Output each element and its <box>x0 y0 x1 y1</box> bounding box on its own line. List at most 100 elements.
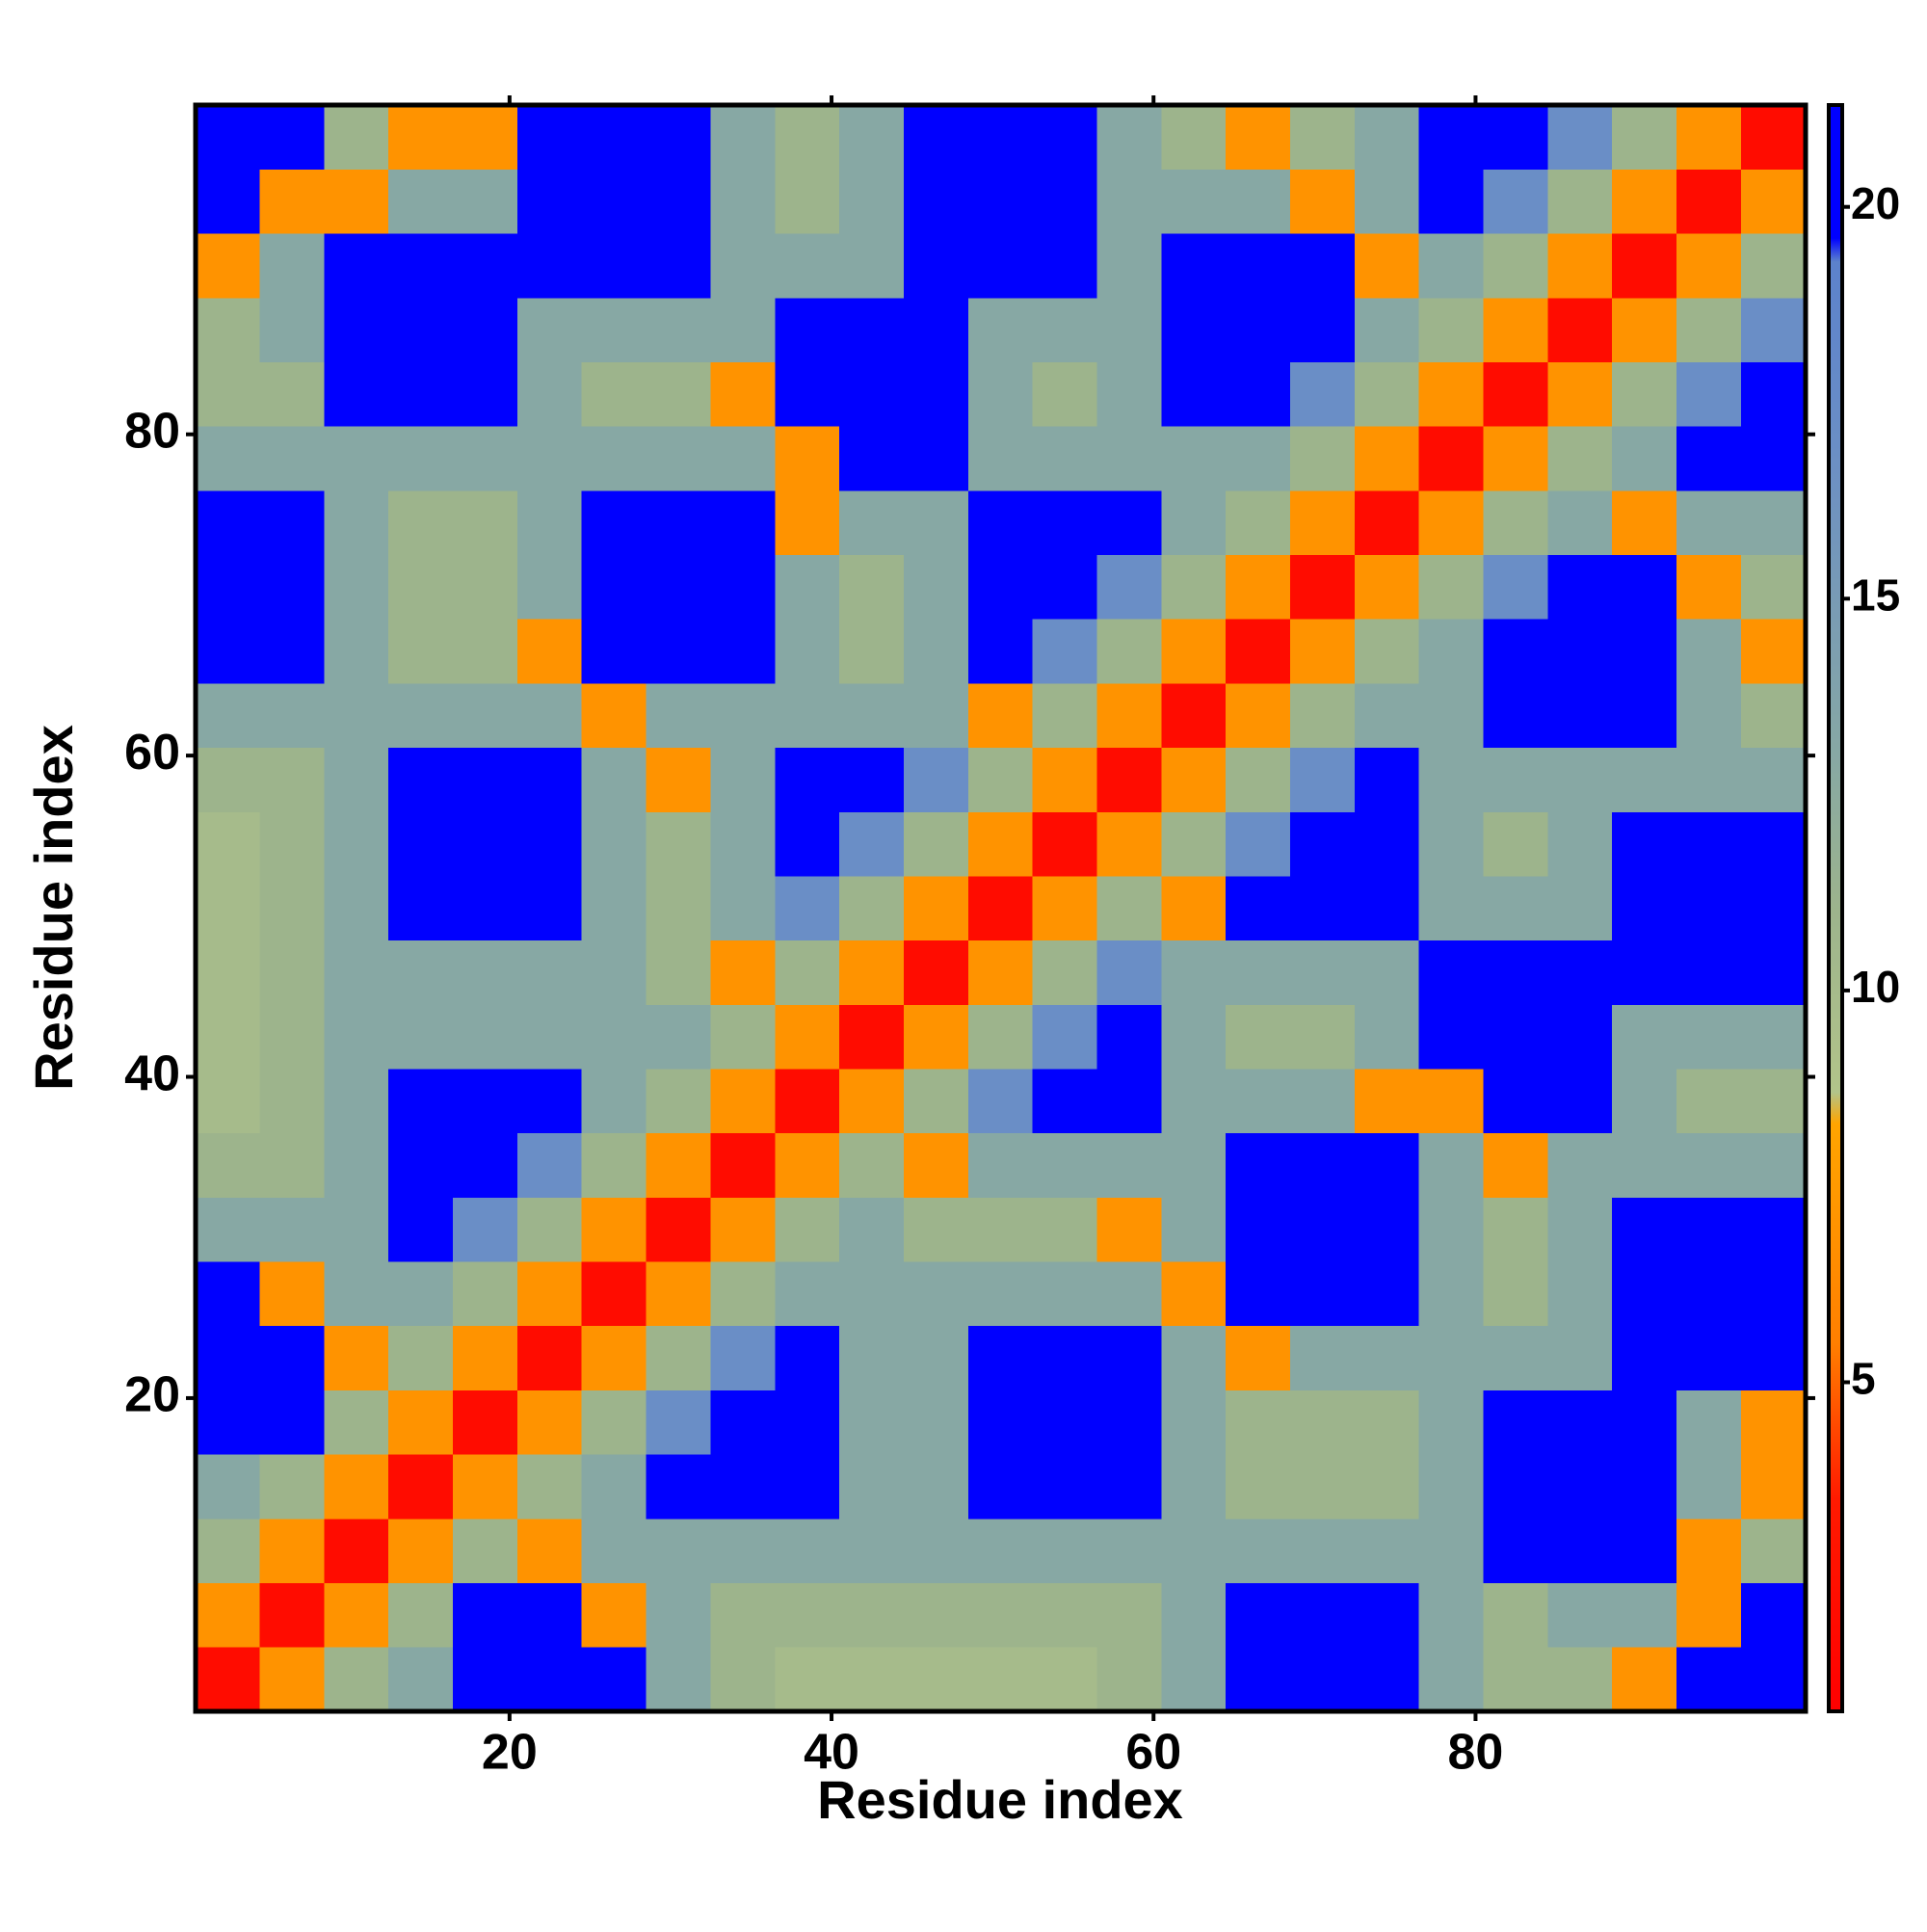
heatmap-cell <box>1740 1197 1807 1262</box>
heatmap-cell <box>646 1132 712 1198</box>
heatmap-cell <box>259 1389 325 1455</box>
heatmap-cell <box>259 1453 325 1520</box>
heatmap-cell <box>1096 1068 1162 1134</box>
heatmap-cell <box>581 1068 647 1134</box>
heatmap-cell <box>516 619 583 684</box>
heatmap-cell <box>1547 1132 1613 1198</box>
heatmap-cell <box>516 297 583 363</box>
heatmap-cell <box>1483 1197 1548 1262</box>
heatmap-cell <box>324 682 389 749</box>
heatmap-cell <box>1161 1197 1227 1262</box>
heatmap-cell <box>1289 104 1356 170</box>
heatmap-cell <box>581 940 647 1005</box>
x-axis-label: Residue index <box>817 1769 1183 1830</box>
heatmap-cell <box>516 747 583 812</box>
heatmap-cell <box>1226 1325 1291 1390</box>
heatmap-cell <box>195 554 261 620</box>
heatmap-cell <box>1226 747 1291 812</box>
heatmap-cell <box>388 747 454 812</box>
heatmap-cell <box>839 1453 905 1520</box>
heatmap-cell <box>646 554 712 620</box>
y-axis-label: Residue index <box>23 725 84 1091</box>
heatmap-cells <box>195 104 1807 1712</box>
heatmap-cell <box>1226 1004 1291 1070</box>
heatmap-cell <box>195 875 261 941</box>
colorbar-tick-label: 10 <box>1851 962 1900 1012</box>
heatmap-cell <box>259 1197 325 1262</box>
heatmap-cell <box>1161 940 1227 1005</box>
heatmap-cell <box>1226 940 1291 1005</box>
heatmap-cell <box>1418 1004 1485 1070</box>
heatmap-cell <box>516 682 583 749</box>
heatmap-cell <box>646 875 712 941</box>
heatmap-cell <box>1740 426 1807 491</box>
heatmap-cell <box>388 619 454 684</box>
heatmap-cell <box>324 875 389 941</box>
heatmap-cell <box>516 361 583 427</box>
heatmap-cell <box>646 361 712 427</box>
heatmap-cell <box>1096 104 1162 170</box>
heatmap-cell <box>1483 682 1548 749</box>
heatmap-cell <box>1226 490 1291 556</box>
heatmap-cell <box>839 1518 905 1583</box>
heatmap-cell <box>1161 554 1227 620</box>
heatmap-cell <box>1740 169 1807 234</box>
heatmap-cell <box>1226 1647 1291 1712</box>
heatmap-cell <box>646 1647 712 1712</box>
heatmap-cell <box>1096 554 1162 620</box>
y-tick-label: 20 <box>124 1367 180 1423</box>
heatmap-cell <box>967 682 1034 749</box>
y-tick-label: 80 <box>124 403 180 459</box>
heatmap-cell <box>259 1582 325 1648</box>
heatmap-cell <box>839 554 905 620</box>
heatmap-cell <box>903 619 969 684</box>
heatmap-cell <box>903 811 969 877</box>
heatmap-cell <box>903 875 969 941</box>
heatmap-cell <box>195 619 261 684</box>
heatmap-cell <box>516 426 583 491</box>
heatmap-cell <box>903 1197 969 1262</box>
heatmap-cell <box>453 297 518 363</box>
heatmap-cell <box>1032 554 1098 620</box>
heatmap-cell <box>1483 747 1548 812</box>
heatmap-cell <box>1547 1518 1613 1583</box>
heatmap-cell <box>967 1004 1034 1070</box>
y-tick-label: 40 <box>124 1045 180 1101</box>
heatmap-cell <box>1418 747 1485 812</box>
heatmap-cell <box>1547 1325 1613 1390</box>
heatmap-cell <box>710 1325 776 1390</box>
heatmap-cell <box>967 233 1034 299</box>
heatmap-cell <box>1676 1197 1742 1262</box>
heatmap-cell <box>1547 811 1613 877</box>
heatmap-cell <box>388 682 454 749</box>
heatmap-cell <box>195 1068 261 1134</box>
heatmap-cell <box>195 169 261 234</box>
heatmap-cell <box>1032 169 1098 234</box>
heatmap-cell <box>903 554 969 620</box>
heatmap-cell <box>1032 875 1098 941</box>
heatmap-cell <box>1289 940 1356 1005</box>
heatmap-cell <box>775 1582 840 1648</box>
heatmap-cell <box>516 1068 583 1134</box>
x-tick-label: 60 <box>1125 1725 1181 1781</box>
heatmap-cell <box>581 104 647 170</box>
heatmap-cell <box>775 811 840 877</box>
heatmap-cell <box>1289 811 1356 877</box>
heatmap-cell <box>646 490 712 556</box>
heatmap-cell <box>581 619 647 684</box>
heatmap-cell <box>259 490 325 556</box>
heatmap-cell <box>1289 297 1356 363</box>
heatmap-cell <box>259 1647 325 1712</box>
heatmap-cell <box>1612 619 1677 684</box>
heatmap-cell <box>1354 1518 1420 1583</box>
heatmap-cell <box>324 1004 389 1070</box>
heatmap-cell <box>967 747 1034 812</box>
heatmap-cell <box>967 875 1034 941</box>
heatmap-cell <box>1418 1068 1485 1134</box>
heatmap-cell <box>1418 169 1485 234</box>
heatmap-cell <box>453 233 518 299</box>
heatmap-cell <box>1289 875 1356 941</box>
heatmap-cell <box>581 490 647 556</box>
heatmap-cell <box>516 1325 583 1390</box>
heatmap-cell <box>1740 1260 1807 1327</box>
